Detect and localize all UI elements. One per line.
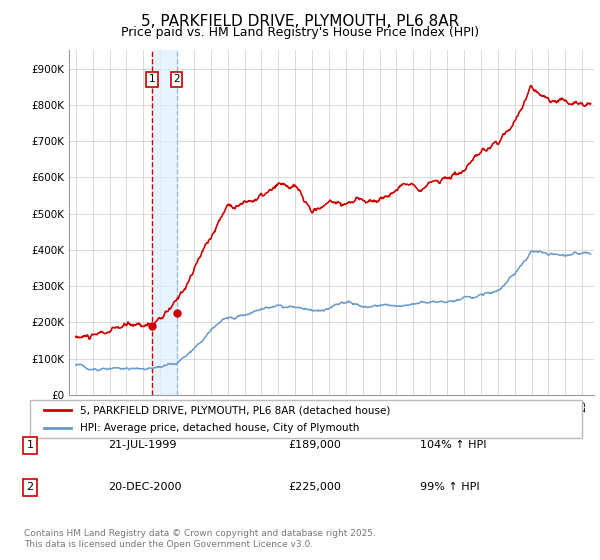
Text: 99% ↑ HPI: 99% ↑ HPI	[420, 482, 479, 492]
Text: 5, PARKFIELD DRIVE, PLYMOUTH, PL6 8AR: 5, PARKFIELD DRIVE, PLYMOUTH, PL6 8AR	[141, 14, 459, 29]
Text: £189,000: £189,000	[288, 440, 341, 450]
Text: 1: 1	[149, 74, 156, 85]
Text: 2: 2	[26, 482, 34, 492]
Text: £225,000: £225,000	[288, 482, 341, 492]
FancyBboxPatch shape	[30, 400, 582, 438]
Text: HPI: Average price, detached house, City of Plymouth: HPI: Average price, detached house, City…	[80, 423, 359, 433]
Text: 2: 2	[173, 74, 180, 85]
Text: 20-DEC-2000: 20-DEC-2000	[108, 482, 182, 492]
Text: Contains HM Land Registry data © Crown copyright and database right 2025.
This d: Contains HM Land Registry data © Crown c…	[24, 529, 376, 549]
Text: 21-JUL-1999: 21-JUL-1999	[108, 440, 176, 450]
Text: 1: 1	[26, 440, 34, 450]
Text: 5, PARKFIELD DRIVE, PLYMOUTH, PL6 8AR (detached house): 5, PARKFIELD DRIVE, PLYMOUTH, PL6 8AR (d…	[80, 405, 390, 415]
Text: Price paid vs. HM Land Registry's House Price Index (HPI): Price paid vs. HM Land Registry's House …	[121, 26, 479, 39]
Text: 104% ↑ HPI: 104% ↑ HPI	[420, 440, 487, 450]
Bar	[152, 50, 176, 395]
